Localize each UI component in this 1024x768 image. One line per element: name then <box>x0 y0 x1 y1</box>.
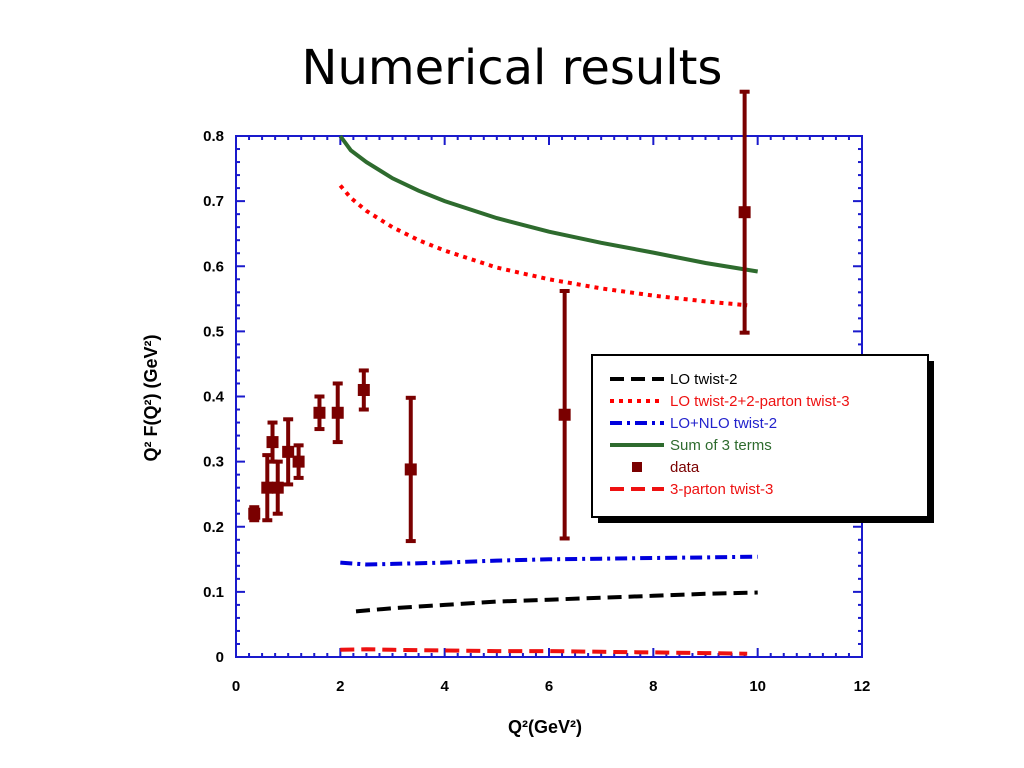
x-axis-label: Q²(GeV²) <box>508 717 582 737</box>
x-tick-label: 12 <box>854 678 871 695</box>
x-tick-label: 8 <box>649 678 657 695</box>
slide-title: Numerical results <box>301 40 723 96</box>
y-tick-label: 0.1 <box>203 584 224 601</box>
x-tick-label: 2 <box>336 678 344 695</box>
data-point <box>404 463 417 476</box>
y-tick-label: 0.2 <box>203 519 224 536</box>
x-tick-label: 6 <box>545 678 553 695</box>
series-lo-twist-2 <box>355 590 758 614</box>
data-point <box>248 507 261 520</box>
x-tick-label: 0 <box>232 678 240 695</box>
data-point <box>357 383 370 396</box>
y-tick-labels: 0 0.1 0.2 0.3 0.4 0.5 0.6 0.7 0.8 <box>203 128 225 666</box>
legend-label: LO twist-2+2-parton twist-3 <box>670 393 850 410</box>
series-lo-twist-2-2-parton-twist-3 <box>338 184 748 308</box>
series-layer <box>248 89 759 656</box>
y-tick-label: 0.6 <box>203 258 224 275</box>
x-tick-label: 4 <box>440 678 449 695</box>
series-lo-nlo-twist-2 <box>340 554 758 567</box>
data-point <box>292 455 305 468</box>
series-sum-of-3-terms <box>338 134 759 274</box>
legend-box <box>591 354 929 518</box>
legend-label: 3-parton twist-3 <box>670 481 773 498</box>
legend-label: Sum of 3 terms <box>670 437 772 454</box>
data-point <box>331 406 344 419</box>
y-tick-label: 0.4 <box>203 389 225 406</box>
y-tick-label: 0.7 <box>203 193 224 210</box>
data-point <box>266 436 279 449</box>
x-tick-labels: 0 2 4 6 8 10 12 <box>232 678 871 695</box>
y-tick-label: 0.3 <box>203 454 224 471</box>
legend-label: LO+NLO twist-2 <box>670 415 777 432</box>
y-axis-label: Q² F(Q²) (GeV²) <box>141 335 161 462</box>
y-tick-label: 0 <box>216 649 224 666</box>
data-point <box>261 481 274 494</box>
legend: LO twist-2 LO twist-2+2-parton twist-3 LO+… <box>591 354 934 523</box>
data-point <box>271 481 284 494</box>
data-point <box>558 408 571 421</box>
x-tick-label: 10 <box>749 678 766 695</box>
y-tick-label: 0.5 <box>203 323 224 340</box>
legend-label: data <box>670 459 700 476</box>
series-3-parton-twist-3 <box>340 647 748 656</box>
y-tick-label: 0.8 <box>203 128 224 145</box>
series-data <box>248 89 751 544</box>
data-point <box>282 445 295 458</box>
data-point <box>313 406 326 419</box>
data-point <box>738 206 751 219</box>
legend-swatch <box>632 462 642 472</box>
legend-label: LO twist-2 <box>670 371 738 388</box>
